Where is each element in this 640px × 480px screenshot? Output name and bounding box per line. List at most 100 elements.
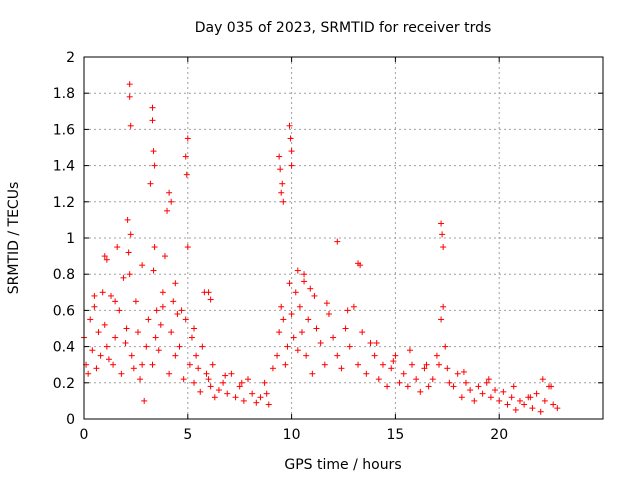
data-point xyxy=(172,280,179,287)
data-point xyxy=(288,162,295,169)
data-point xyxy=(330,334,337,341)
data-point xyxy=(178,307,185,314)
data-point xyxy=(371,352,378,359)
data-point xyxy=(444,365,451,372)
data-point xyxy=(182,153,189,160)
data-point xyxy=(101,253,108,260)
data-point xyxy=(379,361,386,368)
data-point xyxy=(307,285,314,292)
data-point xyxy=(145,316,152,323)
data-point xyxy=(132,298,139,305)
y-tick-label: 0.4 xyxy=(53,340,75,356)
data-point xyxy=(363,370,370,377)
data-point xyxy=(483,379,490,386)
data-point xyxy=(147,180,154,187)
data-point xyxy=(211,394,218,401)
data-point xyxy=(123,325,130,332)
data-point xyxy=(180,376,187,383)
data-point xyxy=(164,207,171,214)
y-tick-labels: 0 0.2 0.4 0.6 0.8 1 1.2 1.4 1.6 1.8 2 xyxy=(53,50,75,428)
data-point xyxy=(404,383,411,390)
data-point xyxy=(149,117,156,124)
data-point xyxy=(89,347,96,354)
y-tick-label: 1 xyxy=(66,231,75,247)
data-point xyxy=(126,81,133,88)
data-point xyxy=(157,321,164,328)
data-point xyxy=(537,408,544,415)
data-point xyxy=(97,352,104,359)
data-point xyxy=(265,401,272,408)
data-point xyxy=(118,370,125,377)
grid xyxy=(84,57,603,419)
data-point xyxy=(309,370,316,377)
data-point xyxy=(253,399,260,406)
data-point xyxy=(174,311,181,318)
data-point xyxy=(151,162,158,169)
data-point xyxy=(209,361,216,368)
data-point xyxy=(207,296,214,303)
data-point xyxy=(93,365,100,372)
data-point xyxy=(294,347,301,354)
axis-ticks xyxy=(83,56,603,420)
data-point xyxy=(152,334,159,341)
data-point xyxy=(114,244,121,251)
data-point xyxy=(280,316,287,323)
data-point xyxy=(126,93,133,100)
data-point xyxy=(344,307,351,314)
data-point xyxy=(112,334,119,341)
data-point xyxy=(346,343,353,350)
data-point xyxy=(440,244,447,251)
x-tick-label: 5 xyxy=(183,427,192,443)
data-point xyxy=(423,361,430,368)
data-point xyxy=(238,379,245,386)
data-point xyxy=(375,376,382,383)
data-point xyxy=(438,316,445,323)
data-point xyxy=(168,198,175,205)
y-tick-label: 1.6 xyxy=(53,122,75,138)
data-point xyxy=(105,356,112,363)
data-point xyxy=(128,352,135,359)
data-point xyxy=(313,325,320,332)
data-point xyxy=(527,394,534,401)
data-point xyxy=(355,361,362,368)
data-point xyxy=(130,365,137,372)
data-point xyxy=(193,352,200,359)
data-point xyxy=(454,370,461,377)
data-point xyxy=(170,298,177,305)
data-point xyxy=(95,329,102,336)
data-point xyxy=(159,289,166,296)
data-point xyxy=(155,347,162,354)
data-point xyxy=(417,388,424,395)
data-point xyxy=(228,370,235,377)
data-point xyxy=(301,278,308,285)
data-point xyxy=(263,390,270,397)
data-point xyxy=(232,394,239,401)
data-point xyxy=(150,148,157,155)
data-point xyxy=(139,262,146,269)
data-point xyxy=(288,311,295,318)
data-point xyxy=(139,361,146,368)
data-point xyxy=(294,267,301,274)
data-point xyxy=(101,321,108,328)
x-tick-label: 0 xyxy=(80,427,89,443)
data-point xyxy=(435,361,442,368)
data-point xyxy=(475,383,482,390)
data-point xyxy=(161,253,168,260)
y-tick-label: 1.4 xyxy=(53,159,75,175)
data-point xyxy=(510,383,517,390)
data-point xyxy=(286,280,293,287)
data-point xyxy=(278,303,285,310)
data-point xyxy=(116,307,123,314)
data-point xyxy=(278,189,285,196)
data-point xyxy=(188,334,195,341)
data-point xyxy=(215,387,222,394)
data-point xyxy=(176,343,183,350)
data-point xyxy=(516,397,523,404)
data-point xyxy=(168,329,175,336)
data-point xyxy=(292,289,299,296)
data-point xyxy=(166,189,173,196)
data-point xyxy=(305,316,312,323)
data-point xyxy=(529,405,536,412)
data-point xyxy=(151,244,158,251)
